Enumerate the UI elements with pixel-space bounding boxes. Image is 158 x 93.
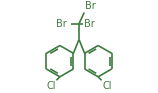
Text: Cl: Cl bbox=[103, 81, 112, 91]
Text: Br: Br bbox=[84, 19, 95, 29]
Text: Cl: Cl bbox=[46, 81, 55, 91]
Text: Br: Br bbox=[85, 1, 96, 11]
Text: Br: Br bbox=[56, 19, 67, 29]
